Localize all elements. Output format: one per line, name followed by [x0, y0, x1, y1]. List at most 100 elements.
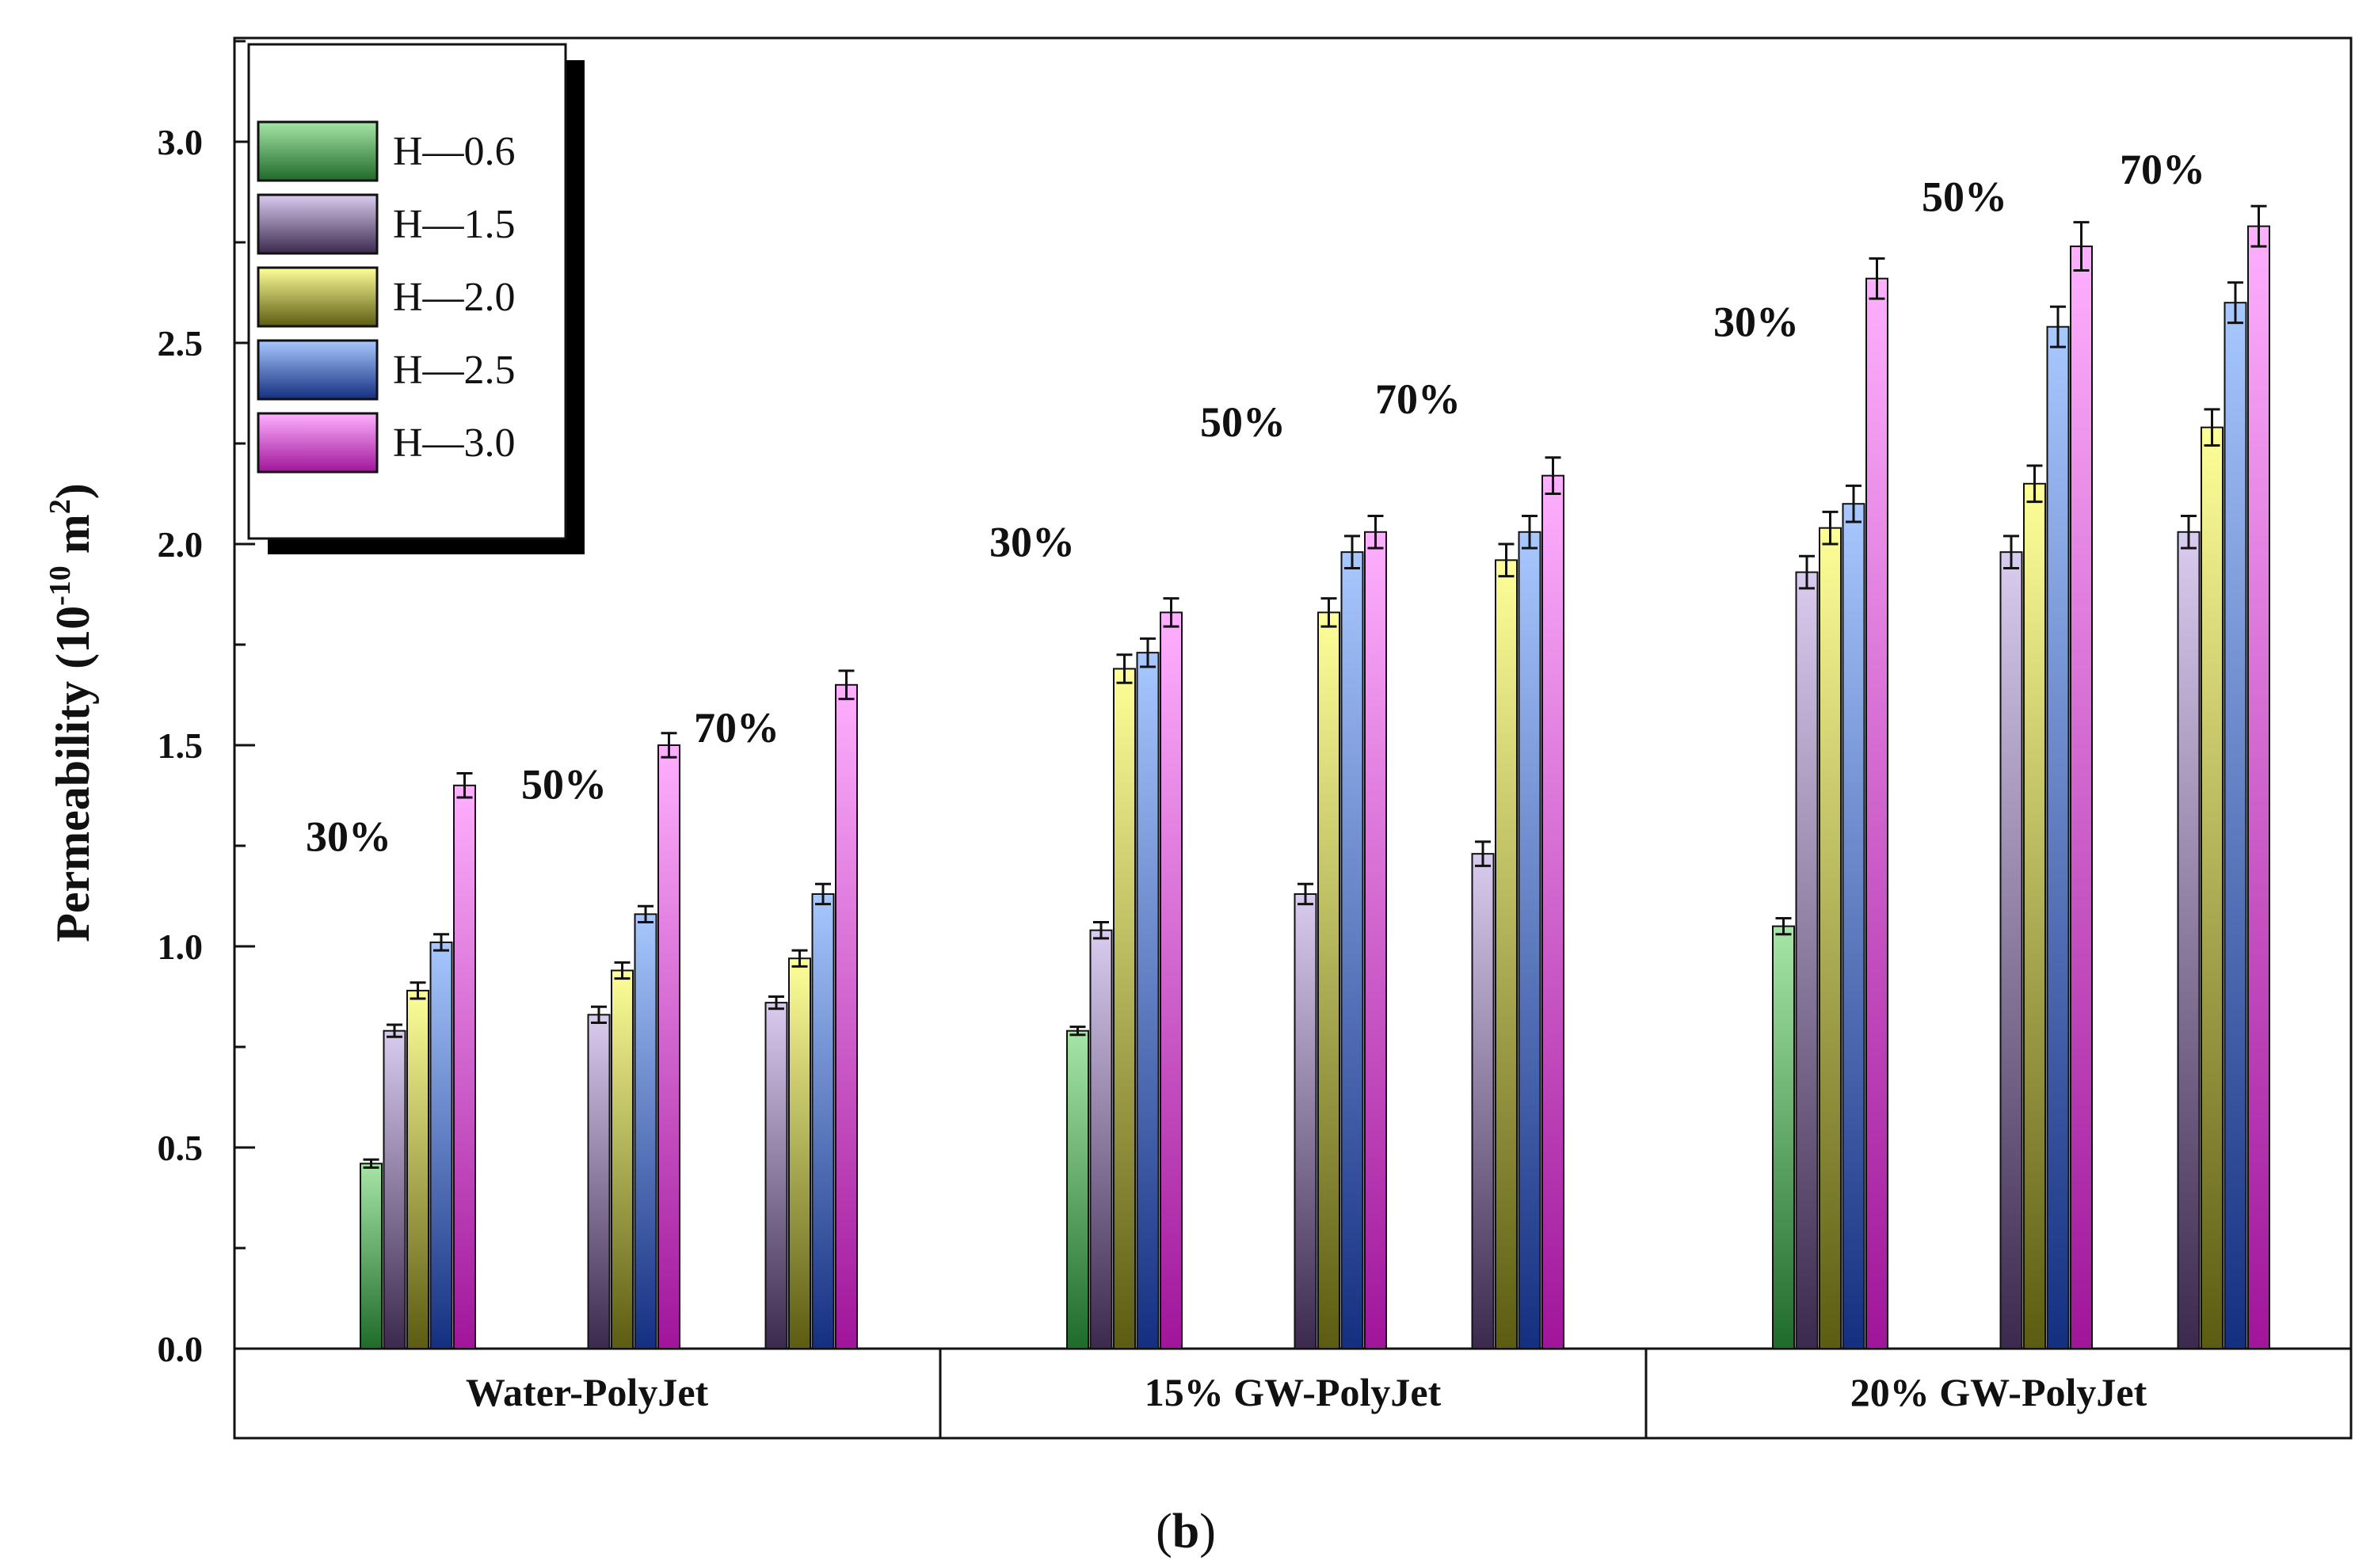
legend-swatch [257, 339, 379, 401]
error-bar [1320, 597, 1337, 628]
bar [1795, 571, 1819, 1349]
bar [2177, 531, 2201, 1349]
bar [429, 941, 453, 1350]
y-tick-label: 2.0 [158, 524, 204, 565]
bar [1772, 925, 1795, 1349]
error-bar [433, 933, 449, 952]
y-tick-label: 0.5 [158, 1128, 204, 1168]
bar [1865, 277, 1888, 1350]
error-bar [1545, 456, 1561, 495]
bar [1294, 892, 1317, 1349]
bar [835, 683, 858, 1349]
bar [1364, 531, 1387, 1349]
error-bar [456, 772, 473, 799]
y-tick-label: 2.5 [158, 323, 204, 363]
y-axis-ticks: 0.0 0.5 1.0 1.5 2.0 2.5 3.0 [158, 40, 255, 1369]
error-bar [661, 732, 677, 759]
error-bar [1799, 554, 1815, 590]
subgroup-percentage-label: 70% [694, 704, 779, 752]
bar [587, 1014, 611, 1349]
error-bar [1846, 484, 1861, 523]
bar [2023, 482, 2046, 1349]
figure-caption: (b) [1156, 1505, 1216, 1558]
error-bar [2050, 305, 2066, 348]
error-bar [2003, 535, 2019, 569]
bar [611, 969, 634, 1349]
bar [657, 744, 680, 1349]
error-bar [638, 904, 654, 924]
bar [1541, 474, 1564, 1349]
legend-label: H—3.0 [393, 421, 516, 466]
error-bar [1822, 510, 1839, 546]
bar [2223, 302, 2247, 1350]
bar [1842, 503, 1865, 1350]
bar [2046, 325, 2070, 1349]
error-bar [815, 882, 831, 906]
error-bar [410, 981, 426, 1000]
legend-items: H—0.6 H—1.5 H—2.0 H—2.5 H—3.0 [257, 120, 516, 474]
error-bar [1163, 597, 1179, 628]
error-bar [768, 995, 784, 1010]
bar [2247, 225, 2270, 1349]
bar [1160, 611, 1183, 1349]
y-axis-title-unit: m [47, 514, 99, 565]
bar [764, 1002, 788, 1349]
legend-swatch [257, 193, 379, 255]
bar [811, 892, 835, 1349]
subgroup-percentage-label: 30% [1713, 298, 1799, 345]
y-axis-title-unit-exponent: 2 [44, 499, 77, 514]
error-bar [791, 949, 808, 968]
y-tick-label: 0.0 [158, 1329, 204, 1369]
caption-letter: b [1172, 1505, 1199, 1558]
error-bar [387, 1023, 402, 1038]
bar [406, 989, 429, 1349]
error-bar [591, 1005, 607, 1025]
error-bar [1069, 1026, 1086, 1037]
y-axis-title-exponent: -10 [44, 565, 77, 606]
subgroup-percentage-label: 30% [989, 518, 1075, 565]
error-bar [1344, 535, 1360, 569]
legend-swatch [257, 412, 379, 474]
category-strip [233, 1347, 2353, 1440]
error-bar [1116, 653, 1133, 684]
error-bar [1093, 921, 1109, 940]
legend-label: H—0.6 [393, 129, 516, 174]
legend-swatch [257, 266, 379, 328]
y-tick-label: 3.0 [158, 122, 204, 162]
bar [2070, 245, 2093, 1350]
error-bar [1475, 840, 1491, 867]
error-bar [1140, 637, 1156, 668]
error-bar [2181, 514, 2197, 550]
legend-swatch [257, 120, 379, 182]
error-bar [2227, 281, 2243, 325]
error-bar [2250, 204, 2267, 248]
group-label: 20% GW-PolyJet [1850, 1370, 2147, 1414]
bar [1113, 668, 1136, 1349]
legend-label: H—2.0 [393, 275, 516, 320]
bar [1518, 531, 1541, 1349]
subgroup-percentage-label: 70% [1375, 375, 1461, 423]
error-bar [1498, 542, 1515, 578]
caption-open: ( [1156, 1505, 1172, 1558]
bar [788, 957, 811, 1349]
bar [1089, 929, 1113, 1350]
error-bar [1869, 257, 1885, 300]
bar [2201, 426, 2223, 1349]
bar [360, 1163, 383, 1349]
error-bar [2204, 408, 2220, 447]
error-bar [1367, 514, 1384, 550]
error-bar [1298, 882, 1313, 906]
group-labels: Water-PolyJet 15% GW-PolyJet 20% GW-PolyJe… [466, 1370, 2147, 1414]
error-bar [1522, 514, 1538, 550]
error-bar [2026, 464, 2043, 504]
legend-label: H—2.5 [393, 348, 516, 393]
subgroup-percentage-label: 30% [306, 813, 391, 861]
bar [1317, 611, 1340, 1349]
y-axis-title: Permeability (10-10 m2) [44, 483, 99, 942]
bar [634, 913, 657, 1349]
bars-layer [360, 204, 2270, 1350]
y-axis-title-text: Permeability (10 [47, 606, 99, 942]
error-bar [363, 1158, 379, 1169]
subgroup-percentage-label: 50% [521, 760, 607, 808]
group-label: Water-PolyJet [466, 1370, 709, 1414]
